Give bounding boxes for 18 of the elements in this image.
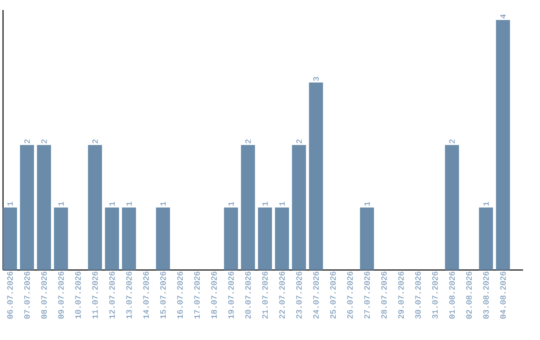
bar (156, 207, 170, 270)
bar (360, 207, 374, 270)
bar (54, 207, 68, 270)
bar (478, 207, 493, 270)
bar (122, 207, 136, 270)
bar (258, 207, 272, 270)
bar (20, 144, 34, 270)
bar (224, 207, 238, 270)
bar (88, 144, 102, 270)
bar (36, 144, 51, 270)
bar (104, 207, 119, 270)
bar (308, 82, 323, 270)
bar (496, 20, 510, 270)
bar (3, 207, 17, 270)
bar (292, 144, 306, 270)
bar (274, 207, 289, 270)
bar (444, 144, 459, 270)
bar (240, 144, 255, 270)
